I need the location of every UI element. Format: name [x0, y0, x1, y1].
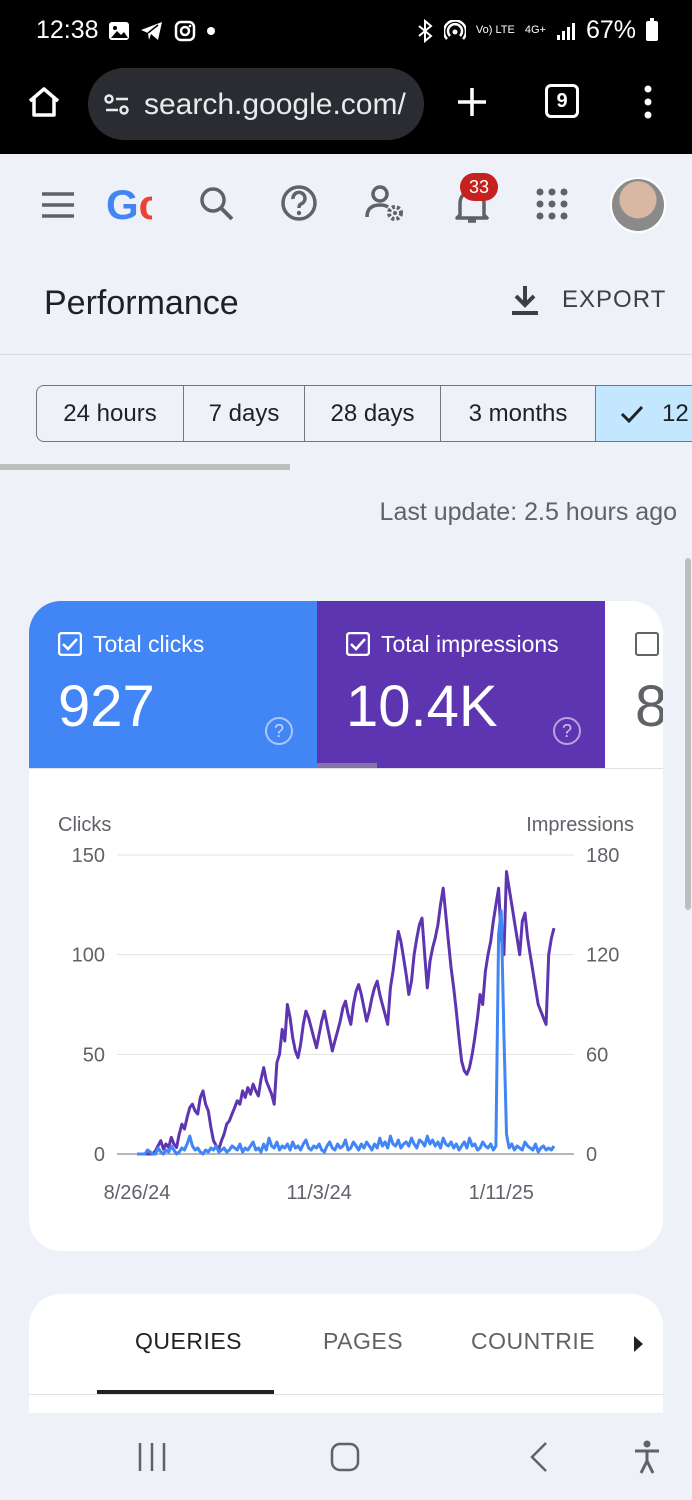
dot-icon — [207, 27, 215, 35]
admin-settings-icon[interactable] — [364, 183, 406, 223]
bluetooth-icon — [418, 18, 433, 43]
new-tab-icon[interactable] — [454, 84, 490, 120]
chip-label: 28 days — [330, 399, 415, 427]
telegram-icon — [141, 22, 162, 40]
page-title: Performance — [44, 284, 239, 322]
performance-chart-card: Total clicks 927 ? Total impressions 10.… — [29, 601, 663, 1251]
header-divider — [0, 354, 692, 355]
back-icon[interactable] — [528, 1441, 550, 1473]
chip-7-days[interactable]: 7 days — [183, 385, 305, 442]
tab-countries[interactable]: COUNTRIES — [471, 1328, 595, 1354]
hotspot-icon — [443, 19, 466, 40]
x-tick-label: 8/26/24 — [104, 1182, 171, 1204]
export-label: EXPORT — [562, 286, 667, 313]
system-navigation-bar — [0, 1413, 692, 1500]
browser-toolbar: search.google.com/ 9 — [0, 64, 692, 154]
chip-28-days[interactable]: 28 days — [304, 385, 441, 442]
tab-switcher-button[interactable]: 9 — [545, 84, 579, 118]
report-tabs-card: QUERIES PAGES COUNTRIES — [29, 1294, 663, 1424]
chip-label: 12 — [662, 399, 689, 427]
account-avatar[interactable] — [610, 177, 666, 233]
url-bar[interactable]: search.google.com/ — [88, 68, 424, 140]
y-axis-left-title: Clicks — [58, 814, 111, 836]
series-line-impressions[interactable] — [137, 870, 556, 1156]
chip-label: 7 days — [208, 399, 280, 427]
instagram-icon — [174, 20, 196, 42]
more-menu-icon[interactable] — [638, 84, 658, 120]
y-left-tick-label: 150 — [72, 845, 105, 867]
home-icon[interactable] — [26, 84, 62, 120]
volte-indicator: Vo) LTE — [475, 24, 515, 36]
status-notification-icons — [108, 20, 216, 42]
apps-grid-icon[interactable] — [536, 188, 568, 220]
recent-apps-icon[interactable] — [136, 1441, 168, 1473]
y-right-tick-label: 180 — [586, 845, 619, 867]
metric-tiles-scroll-indicator — [317, 763, 377, 769]
last-update-text: Last update: 2.5 hours ago — [379, 498, 677, 526]
y-left-tick-label: 100 — [72, 945, 105, 967]
tab-countries-clip: COUNTRIES — [471, 1328, 595, 1355]
status-bar: 12:38 Vo) LTE 4G+ 67% — [0, 0, 692, 64]
help-circle-icon[interactable]: ? — [265, 717, 293, 745]
chip-3-months[interactable]: 3 months — [440, 385, 596, 442]
status-time: 12:38 — [36, 16, 99, 44]
tab-pages[interactable]: PAGES — [323, 1328, 404, 1354]
notification-count-badge: 33 — [460, 173, 498, 201]
export-button[interactable]: EXPORT — [510, 284, 666, 316]
app-header: Gc 33 — [0, 155, 692, 255]
checkbox-unchecked-icon[interactable] — [635, 632, 659, 656]
page-scrollbar[interactable] — [685, 558, 691, 910]
chip-12-months[interactable]: 12 — [595, 385, 692, 442]
status-system-icons: Vo) LTE 4G+ 67% — [416, 16, 658, 45]
active-tab-indicator — [97, 1390, 274, 1394]
total-clicks-label: Total clicks — [93, 631, 205, 657]
card-divider — [29, 768, 663, 769]
average-ctr-tile[interactable]: 8 — [605, 601, 663, 769]
tab-queries[interactable]: QUERIES — [135, 1328, 243, 1354]
chip-label: 3 months — [468, 399, 568, 427]
total-impressions-value: 10.4K — [346, 674, 498, 739]
network-4g-indicator: 4G+ — [524, 24, 546, 36]
battery-icon — [646, 17, 658, 41]
y-axis-right-title: Impressions — [526, 814, 634, 836]
chip-label: 24 hours — [63, 399, 157, 427]
y-right-tick-label: 60 — [586, 1044, 608, 1066]
site-settings-icon[interactable] — [104, 94, 130, 116]
help-icon[interactable] — [280, 184, 318, 222]
google-logo[interactable]: Gc — [106, 181, 152, 229]
y-right-tick-label: 120 — [586, 945, 619, 967]
home-button-icon[interactable] — [330, 1442, 360, 1472]
y-left-tick-label: 50 — [83, 1044, 105, 1066]
tabs-divider — [29, 1394, 663, 1395]
url-text: search.google.com/ — [144, 88, 406, 121]
accessibility-icon[interactable] — [632, 1439, 662, 1475]
total-impressions-tile[interactable]: Total impressions 10.4K ? — [317, 601, 605, 769]
average-ctr-value: 8 — [635, 674, 663, 739]
checkbox-checked-icon[interactable] — [346, 632, 370, 656]
checkbox-checked-icon[interactable] — [58, 632, 82, 656]
x-tick-label: 11/3/24 — [286, 1182, 351, 1204]
hamburger-menu-icon[interactable] — [40, 191, 76, 219]
google-logo-text: Gc — [106, 181, 152, 228]
x-tick-label: 1/11/25 — [469, 1182, 534, 1204]
y-right-tick-label: 0 — [586, 1144, 597, 1166]
tabs-scroll-right-icon[interactable] — [631, 1334, 645, 1354]
check-icon — [620, 405, 644, 423]
battery-percent: 67% — [585, 16, 636, 44]
series-line-clicks[interactable] — [137, 909, 556, 1156]
total-clicks-value: 927 — [58, 674, 155, 739]
signal-icon — [556, 22, 575, 40]
gallery-icon — [109, 22, 129, 40]
chips-scrollbar[interactable] — [0, 464, 290, 470]
download-icon — [512, 286, 538, 315]
date-range-chips: 24 hours 7 days 28 days 3 months 12 — [36, 385, 692, 442]
y-left-tick-label: 0 — [94, 1144, 105, 1166]
search-icon[interactable] — [198, 185, 236, 223]
chip-24-hours[interactable]: 24 hours — [36, 385, 184, 442]
performance-line-chart: Clicks Impressions 0 0 50 60 100 120 150 180 8/… — [58, 814, 634, 1204]
total-impressions-label: Total impressions — [381, 631, 559, 657]
total-clicks-tile[interactable]: Total clicks 927 ? — [29, 601, 317, 769]
help-circle-icon[interactable]: ? — [553, 717, 581, 745]
